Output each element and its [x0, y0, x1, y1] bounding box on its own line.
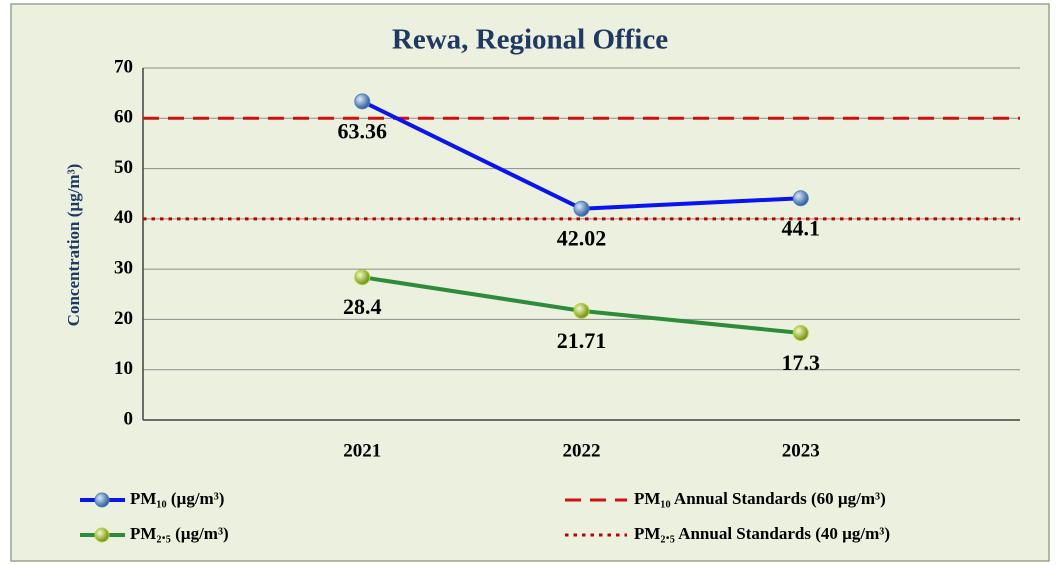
legend-marker [94, 492, 110, 508]
data-point [573, 200, 590, 217]
data-label: 44.1 [782, 215, 821, 240]
x-tick-label: 2021 [343, 440, 381, 461]
data-point [573, 302, 590, 319]
x-tick-label: 2023 [782, 440, 820, 461]
data-label: 63.36 [338, 118, 388, 143]
chart-background [10, 3, 1050, 562]
x-tick-label: 2022 [563, 440, 601, 461]
y-tick-label: 20 [114, 308, 133, 329]
data-point [354, 269, 371, 286]
data-label: 17.3 [782, 350, 821, 375]
y-tick-label: 50 [114, 157, 133, 178]
legend-label: PM₁₀ (µg/m³) [130, 489, 224, 508]
legend-label: PM₁₀ Annual Standards (60 µg/m³) [634, 489, 886, 508]
y-tick-label: 40 [114, 207, 133, 228]
data-point [792, 325, 809, 342]
chart-title: Rewa, Regional Office [392, 24, 668, 56]
y-tick-label: 70 [114, 56, 133, 77]
data-point [792, 190, 809, 207]
y-axis-label: Concentration (µg/m³) [64, 164, 83, 327]
legend-label: PM₂.₅ Annual Standards (40 µg/m³) [634, 524, 890, 543]
data-label: 42.02 [557, 226, 607, 251]
legend-label: PM₂.₅ (µg/m³) [130, 524, 229, 543]
y-tick-label: 30 [114, 258, 133, 279]
data-label: 28.4 [343, 294, 382, 319]
y-tick-label: 60 [114, 107, 133, 128]
legend-marker [94, 527, 110, 543]
y-tick-label: 0 [124, 408, 134, 429]
data-label: 21.71 [557, 328, 607, 353]
data-point [354, 93, 371, 110]
y-tick-label: 10 [114, 358, 133, 379]
